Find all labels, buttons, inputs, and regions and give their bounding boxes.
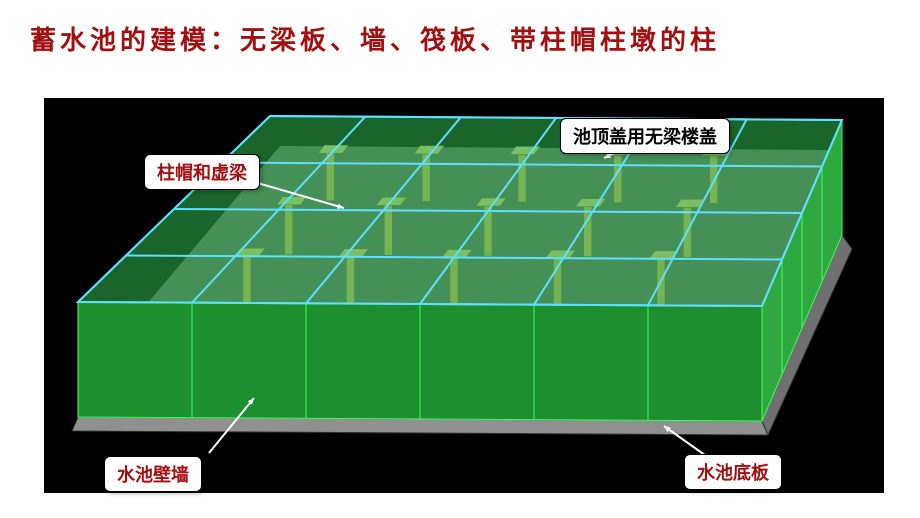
callout-wall: 水池壁墙: [104, 456, 202, 492]
page-title: 蓄水池的建模：无梁板、墙、筏板、带柱帽柱墩的柱: [30, 20, 720, 57]
callout-base-slab: 水池底板: [684, 454, 782, 490]
model-canvas: 柱帽和虚梁 池顶盖用无梁楼盖 水池壁墙 水池底板: [44, 98, 884, 493]
callout-cap-and-beam: 柱帽和虚梁: [144, 154, 260, 190]
callout-top-slab: 池顶盖用无梁楼盖: [560, 118, 730, 154]
